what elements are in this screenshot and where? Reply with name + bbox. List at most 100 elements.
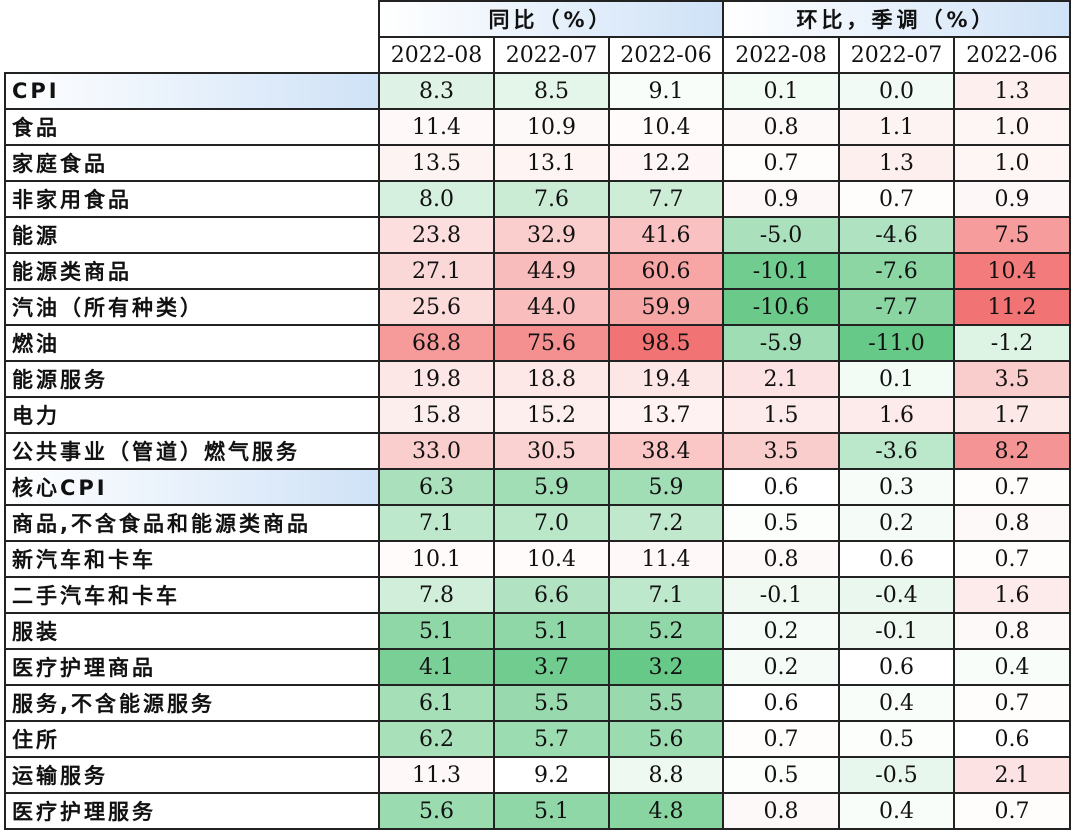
value-cell: 0.8 bbox=[953, 612, 1071, 650]
value-cell: -11.0 bbox=[838, 324, 955, 362]
value-cell: 1.6 bbox=[953, 576, 1071, 614]
value-cell: 13.1 bbox=[493, 144, 610, 182]
value-cell: 7.6 bbox=[493, 180, 610, 218]
value-cell: 11.4 bbox=[608, 540, 724, 578]
value-cell: 30.5 bbox=[493, 432, 610, 470]
value-cell: 5.1 bbox=[493, 792, 610, 830]
value-cell: 19.8 bbox=[378, 360, 495, 398]
value-cell: 11.2 bbox=[953, 288, 1071, 326]
row-label: 能源服务 bbox=[4, 360, 380, 398]
value-cell: 5.7 bbox=[493, 720, 610, 758]
date-header-4: 2022-07 bbox=[838, 36, 955, 74]
value-cell: 8.0 bbox=[378, 180, 495, 218]
value-cell: -10.6 bbox=[722, 288, 840, 326]
value-cell: 10.4 bbox=[608, 108, 724, 146]
value-cell: 10.4 bbox=[953, 252, 1071, 290]
value-cell: 0.6 bbox=[838, 540, 955, 578]
row-label: 能源 bbox=[4, 216, 380, 254]
value-cell: 0.2 bbox=[722, 612, 840, 650]
table-row: 运输服务 11.3 9.2 8.8 0.5 -0.5 2.1 bbox=[4, 756, 1071, 794]
value-cell: 13.7 bbox=[608, 396, 724, 434]
row-label: 医疗护理服务 bbox=[4, 792, 380, 830]
cpi-table: 同比（%） 环比，季调（%） 2022-08 2022-07 2022-06 2022… bbox=[4, 0, 1071, 830]
value-cell: 25.6 bbox=[378, 288, 495, 326]
value-cell: -0.1 bbox=[722, 576, 840, 614]
value-cell: 3.5 bbox=[722, 432, 840, 470]
value-cell: 0.8 bbox=[722, 540, 840, 578]
value-cell: 10.4 bbox=[493, 540, 610, 578]
value-cell: 18.8 bbox=[493, 360, 610, 398]
corner-cell bbox=[5, 37, 379, 73]
row-label: 非家用食品 bbox=[4, 180, 380, 218]
row-label: CPI bbox=[4, 72, 380, 110]
table-row: 燃油 68.8 75.6 98.5 -5.9 -11.0 -1.2 bbox=[4, 324, 1071, 362]
value-cell: -7.6 bbox=[838, 252, 955, 290]
value-cell: 8.8 bbox=[608, 756, 724, 794]
value-cell: 7.0 bbox=[493, 504, 610, 542]
value-cell: 4.1 bbox=[378, 648, 495, 686]
row-label: 医疗护理商品 bbox=[4, 648, 380, 686]
table-row: 能源服务 19.8 18.8 19.4 2.1 0.1 3.5 bbox=[4, 360, 1071, 398]
value-cell: 23.8 bbox=[378, 216, 495, 254]
value-cell: -7.7 bbox=[838, 288, 955, 326]
value-cell: 0.0 bbox=[838, 72, 955, 110]
table-row: 二手汽车和卡车 7.8 6.6 7.1 -0.1 -0.4 1.6 bbox=[4, 576, 1071, 614]
table-row: 食品 11.4 10.9 10.4 0.8 1.1 1.0 bbox=[4, 108, 1071, 146]
value-cell: 12.2 bbox=[608, 144, 724, 182]
table-row: 新汽车和卡车 10.1 10.4 11.4 0.8 0.6 0.7 bbox=[4, 540, 1071, 578]
value-cell: 0.4 bbox=[838, 792, 955, 830]
table-body: CPI 8.3 8.5 9.1 0.1 0.0 1.3 食品 11.4 10.9 10.4 0.8 1.… bbox=[4, 72, 1071, 830]
value-cell: 7.1 bbox=[378, 504, 495, 542]
row-label: 公共事业（管道）燃气服务 bbox=[4, 432, 380, 470]
table-row: 医疗护理服务 5.6 5.1 4.8 0.8 0.4 0.7 bbox=[4, 792, 1071, 830]
value-cell: 5.2 bbox=[608, 612, 724, 650]
value-cell: 3.2 bbox=[608, 648, 724, 686]
value-cell: -0.1 bbox=[838, 612, 955, 650]
table-row: 非家用食品 8.0 7.6 7.7 0.9 0.7 0.9 bbox=[4, 180, 1071, 218]
value-cell: 44.0 bbox=[493, 288, 610, 326]
date-header-5: 2022-06 bbox=[953, 36, 1071, 74]
table-row: 能源类商品 27.1 44.9 60.6 -10.1 -7.6 10.4 bbox=[4, 252, 1071, 290]
table-row: 公共事业（管道）燃气服务 33.0 30.5 38.4 3.5 -3.6 8.2 bbox=[4, 432, 1071, 470]
value-cell: 6.3 bbox=[378, 468, 495, 506]
value-cell: 38.4 bbox=[608, 432, 724, 470]
row-label: 商品,不含食品和能源类商品 bbox=[4, 504, 380, 542]
corner-cell bbox=[5, 1, 379, 37]
date-header-0: 2022-08 bbox=[378, 36, 495, 74]
value-cell: 8.2 bbox=[953, 432, 1071, 470]
value-cell: 5.6 bbox=[608, 720, 724, 758]
value-cell: 3.7 bbox=[493, 648, 610, 686]
row-label: 电力 bbox=[4, 396, 380, 434]
value-cell: 1.0 bbox=[953, 108, 1071, 146]
value-cell: 15.8 bbox=[378, 396, 495, 434]
value-cell: 1.3 bbox=[838, 144, 955, 182]
value-cell: 0.5 bbox=[722, 756, 840, 794]
value-cell: 8.5 bbox=[493, 72, 610, 110]
value-cell: 0.1 bbox=[722, 72, 840, 110]
value-cell: -0.4 bbox=[838, 576, 955, 614]
value-cell: 98.5 bbox=[608, 324, 724, 362]
date-header-3: 2022-08 bbox=[722, 36, 840, 74]
value-cell: 0.4 bbox=[838, 684, 955, 722]
value-cell: 41.6 bbox=[608, 216, 724, 254]
row-label: 核心CPI bbox=[4, 468, 380, 506]
value-cell: 4.8 bbox=[608, 792, 724, 830]
row-label: 运输服务 bbox=[4, 756, 380, 794]
value-cell: 15.2 bbox=[493, 396, 610, 434]
cpi-table-container: 同比（%） 环比，季调（%） 2022-08 2022-07 2022-06 2022… bbox=[4, 0, 1071, 830]
value-cell: 6.2 bbox=[378, 720, 495, 758]
row-label: 能源类商品 bbox=[4, 252, 380, 290]
value-cell: 9.1 bbox=[608, 72, 724, 110]
value-cell: -1.2 bbox=[953, 324, 1071, 362]
value-cell: 7.2 bbox=[608, 504, 724, 542]
value-cell: 0.8 bbox=[722, 108, 840, 146]
date-header-2: 2022-06 bbox=[608, 36, 724, 74]
value-cell: 0.7 bbox=[722, 144, 840, 182]
row-label: 家庭食品 bbox=[4, 144, 380, 182]
yoy-group-header: 同比（%） bbox=[378, 0, 724, 38]
value-cell: 0.2 bbox=[722, 648, 840, 686]
value-cell: 0.5 bbox=[722, 504, 840, 542]
value-cell: 1.7 bbox=[953, 396, 1071, 434]
value-cell: 7.8 bbox=[378, 576, 495, 614]
value-cell: 0.6 bbox=[722, 684, 840, 722]
